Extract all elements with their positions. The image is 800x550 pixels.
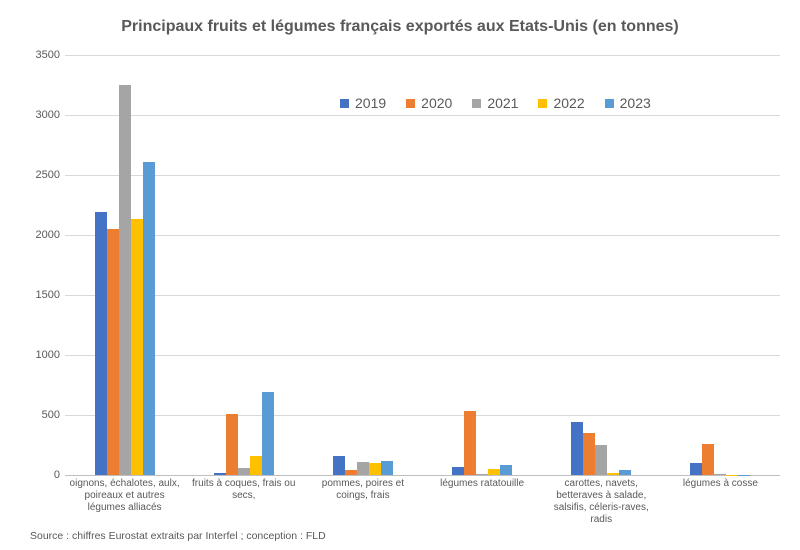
legend-item: 2020: [406, 95, 452, 111]
x-axis-label: légumes ratatouille: [425, 478, 540, 490]
bar: [214, 473, 226, 475]
category-group: [333, 55, 393, 475]
legend-item: 2021: [472, 95, 518, 111]
x-axis-label: oignons, échalotes, aulx, poireaux et au…: [67, 478, 182, 514]
bar: [500, 465, 512, 475]
bar: [464, 411, 476, 475]
bar: [583, 433, 595, 475]
bar: [333, 456, 345, 475]
gridline: [65, 415, 780, 416]
bar: [476, 474, 488, 475]
bar: [357, 462, 369, 475]
bar: [238, 468, 250, 475]
category-group: [690, 55, 750, 475]
bar: [262, 392, 274, 475]
gridline: [65, 295, 780, 296]
bar: [452, 467, 464, 475]
bar: [571, 422, 583, 475]
y-axis-label: 0: [5, 469, 60, 481]
legend-swatch: [538, 99, 547, 108]
x-axis-label: pommes, poires et coings, frais: [305, 478, 420, 502]
legend-swatch: [340, 99, 349, 108]
category-group: [214, 55, 274, 475]
bar: [714, 474, 726, 475]
legend-item: 2019: [340, 95, 386, 111]
legend-swatch: [605, 99, 614, 108]
bar: [345, 470, 357, 475]
bar: [250, 456, 262, 475]
x-axis-label: légumes à cosse: [663, 478, 778, 490]
bar: [131, 219, 143, 475]
bar: [702, 444, 714, 475]
legend-label: 2021: [487, 95, 518, 111]
bar: [369, 463, 381, 475]
bar: [619, 470, 631, 475]
y-axis-label: 500: [5, 409, 60, 421]
gridline: [65, 175, 780, 176]
legend-label: 2023: [620, 95, 651, 111]
source-text: Source : chiffres Eurostat extraits par …: [30, 530, 326, 542]
y-axis-label: 1500: [5, 289, 60, 301]
bar: [607, 473, 619, 475]
legend-label: 2022: [553, 95, 584, 111]
bar: [381, 461, 393, 475]
category-group: [95, 55, 155, 475]
bar: [595, 445, 607, 475]
chart-container: Principaux fruits et légumes français ex…: [0, 0, 800, 550]
y-axis-label: 3500: [5, 49, 60, 61]
y-axis-label: 1000: [5, 349, 60, 361]
gridline: [65, 55, 780, 56]
bar: [119, 85, 131, 475]
gridline: [65, 235, 780, 236]
y-axis-label: 2500: [5, 169, 60, 181]
bar: [690, 463, 702, 475]
category-group: [571, 55, 631, 475]
legend: 2019 2020 2021 2022 2023: [340, 95, 671, 111]
bar: [226, 414, 238, 475]
bar: [95, 212, 107, 475]
legend-item: 2022: [538, 95, 584, 111]
plot-area: [65, 55, 780, 476]
gridline: [65, 355, 780, 356]
y-axis-label: 2000: [5, 229, 60, 241]
legend-swatch: [472, 99, 481, 108]
y-axis-label: 3000: [5, 109, 60, 121]
x-axis-label: carottes, navets, betteraves à salade, s…: [544, 478, 659, 526]
category-group: [452, 55, 512, 475]
legend-label: 2019: [355, 95, 386, 111]
legend-label: 2020: [421, 95, 452, 111]
x-axis-label: fruits à coques, frais ou secs,: [186, 478, 301, 502]
legend-swatch: [406, 99, 415, 108]
chart-title: Principaux fruits et légumes français ex…: [0, 18, 800, 36]
bar: [107, 229, 119, 475]
gridline: [65, 115, 780, 116]
legend-item: 2023: [605, 95, 651, 111]
bar: [143, 162, 155, 475]
bar: [488, 469, 500, 475]
